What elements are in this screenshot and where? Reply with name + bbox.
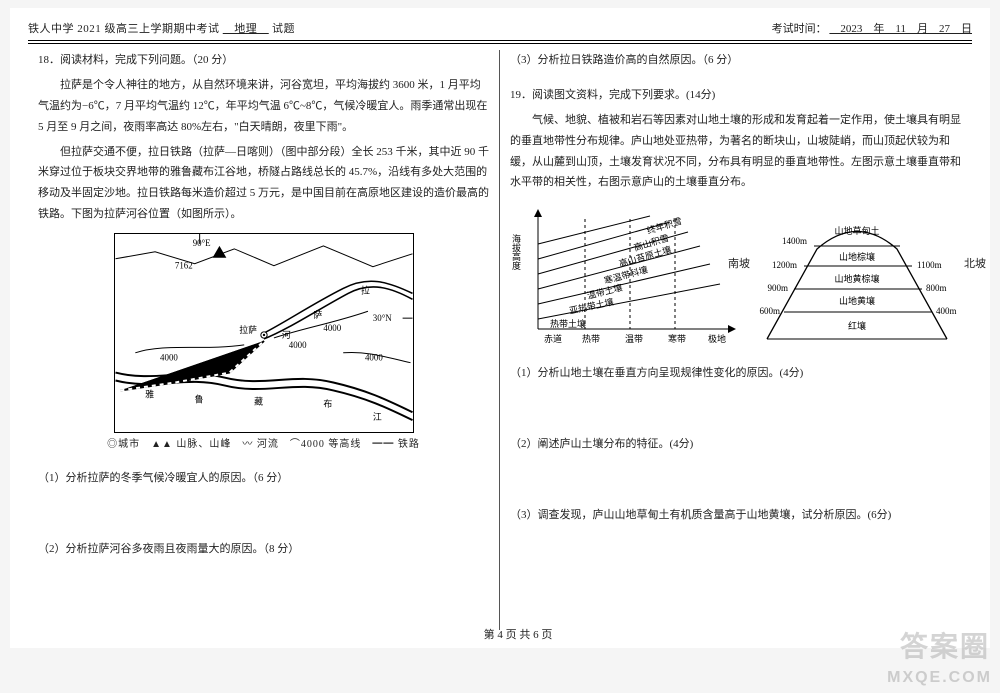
map-legend: ◎城市 ▲▲ 山脉、山峰 〰 河流 ⌒4000 等高线 ━━ 铁路 [38,435,489,454]
chart-b-svg: 山地草甸土 山地棕壤 山地黄棕壤 山地黄壤 红壤 1400m 1200m 110… [752,204,962,349]
r1: 拉 [361,285,370,296]
q18-1: （1）分析拉萨的冬季气候冷暖宜人的原因。（6 分） [38,468,489,489]
peak-elev: 7162 [174,261,192,271]
page-footer: 第 4 页 共 6 页 [28,626,1000,642]
s600: 600m [759,306,780,316]
zang: 藏 [254,395,263,406]
lvl-bottom: 红壤 [848,320,866,331]
school-exam-title: 铁人中学 2021 级高三上学期期中考试 [28,23,220,35]
peak-icon [212,246,226,258]
c4000d: 4000 [323,323,341,333]
north-slope-label: 北坡 [964,254,986,275]
q19-2: （2）阐述庐山土壤分布的特征。(4分) [510,434,962,455]
header-rule [28,40,972,44]
tick1400: 1400m [782,236,807,246]
lat-label: 30°N [372,313,391,323]
c4000b: 4000 [214,357,232,367]
s900: 900m [767,283,788,293]
c4000c: 4000 [288,340,306,350]
q19-1: （1）分析山地土壤在垂直方向呈现规律性变化的原因。(4分) [510,363,962,384]
xt3: 寒带 [668,333,686,344]
xt2: 温带 [625,334,643,344]
r3: 河 [281,329,290,340]
q18-3: （3）分析拉日铁路造价高的自然原因。（6 分） [510,50,962,71]
title-suffix: 试题 [272,23,295,35]
charts-row: 海拔高度 热带土壤 亚热带土壤 [510,199,962,349]
south-slope-label: 南坡 [728,254,750,275]
chart-a-svg: 海拔高度 热带土壤 亚热带土壤 [510,204,740,349]
lon-label: 90°E [192,238,210,248]
band0: 热带土壤 [550,318,586,329]
s1200: 1200m [772,260,797,270]
q19-3: （3）调查发现，庐山山地草甸土有机质含量高于山地黄壤，试分析原因。(6分) [510,505,962,526]
lvl4: 山地黄壤 [839,295,875,306]
xt0: 赤道 [544,333,562,344]
subject: 地理 [223,23,269,35]
watermark-text: 答案圈 [900,625,990,665]
exam-page: 铁人中学 2021 级高三上学期期中考试 地理 试题 考试时间： 2023 年 … [10,8,990,648]
city-label: 拉萨 [239,324,257,335]
q19-para1: 气候、地貌、植被和岩石等因素对山地土壤的形成和发育起着一定作用，使土壤具有明显的… [510,110,962,194]
q19-title: 19．阅读图文资料，完成下列要求。(14分) [510,85,962,106]
lvl2: 山地棕壤 [839,251,875,262]
n400: 400m [936,306,957,316]
xt4: 极地 [708,333,726,344]
header-right: 考试时间： 2023 年 11 月 27 日 [772,20,972,36]
right-column: （3）分析拉日铁路造价高的自然原因。（6 分） 19．阅读图文资料，完成下列要求… [500,50,972,630]
exam-time-label: 考试时间： [772,23,827,35]
q18-2: （2）分析拉萨河谷多夜雨且夜雨量大的原因。（8 分） [38,539,489,560]
page-header: 铁人中学 2021 级高三上学期期中考试 地理 试题 考试时间： 2023 年 … [28,20,972,40]
header-left: 铁人中学 2021 级高三上学期期中考试 地理 试题 [28,20,295,36]
ya: 雅 [145,388,154,399]
q18-para1: 拉萨是个令人神往的地方，从自然环境来讲，河谷宽坦，平均海拔约 3600 米，1 … [38,75,489,138]
soil-belt-chart: 海拔高度 热带土壤 亚热带土壤 [510,204,740,349]
c4000a: 4000 [160,353,178,363]
bu: 布 [323,398,332,409]
lvl3: 山地黄棕壤 [834,273,879,284]
jiang: 江 [372,412,381,422]
columns: 18．阅读材料，完成下列问题。（20 分） 拉萨是个令人神往的地方，从自然环境来… [28,50,972,630]
r2: 萨 [313,310,322,320]
q18-para2: 但拉萨交通不便，拉日铁路（拉萨—日喀则）（图中部分段）全长 253 千米，其中近… [38,142,489,226]
lvl-top: 山地草甸土 [834,225,879,236]
n1100: 1100m [917,260,942,270]
y-axis-label: 海拔高度 [511,233,521,271]
left-column: 18．阅读材料，完成下列问题。（20 分） 拉萨是个令人神往的地方，从自然环境来… [28,50,500,630]
lhasa-map: 90°E 30°N 7162 [114,233,414,433]
exam-date: 2023 年 11 月 27 日 [829,23,972,35]
n800: 800m [926,283,947,293]
lu: 鲁 [194,393,203,404]
xt1: 热带 [582,333,600,344]
lushan-profile-chart: 南坡 北坡 山地草甸土 山地棕壤 山地黄棕壤 [752,204,962,349]
q18-title: 18．阅读材料，完成下列问题。（20 分） [38,50,489,71]
map-svg: 90°E 30°N 7162 [115,234,413,432]
watermark-url: MXQE.COM [887,669,992,687]
